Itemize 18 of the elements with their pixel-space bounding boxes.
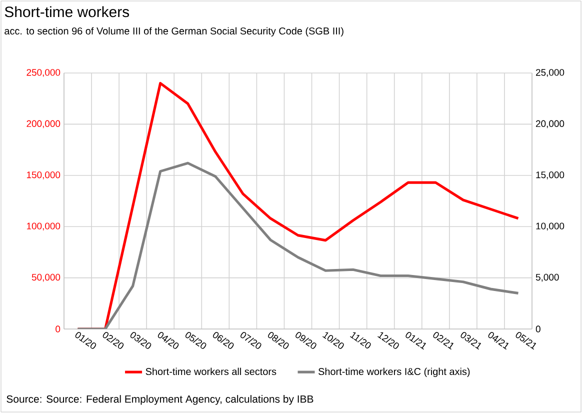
- y2-tick-label: 20,000: [536, 120, 564, 128]
- line-series: [76, 162, 520, 329]
- y2-tick-label: 25,000: [536, 69, 564, 77]
- y2-tick-label: 10,000: [536, 222, 564, 231]
- y-tick-label: 150,000: [26, 171, 60, 180]
- y2-tick-label: 0: [536, 326, 540, 332]
- legend-label: Short-time workers all sectors: [146, 368, 276, 376]
- source-note: Source: Source: Federal Employment Agency, calculations by IBB: [6, 395, 314, 405]
- y-tick-label: 100,000: [26, 222, 60, 231]
- y2-tick-label: 15,000: [536, 171, 564, 180]
- y-tick-label: 250,000: [26, 69, 60, 77]
- chart-subtitle: acc. to section 96 of Volume III of the German Social Security Code (SGB III): [4, 27, 344, 36]
- legend-label: Short-time workers I&C (right axis): [318, 368, 470, 378]
- y-tick-label: 50,000: [32, 274, 60, 282]
- y-tick-label: 200,000: [26, 120, 60, 128]
- chart-title: Short-time workers: [4, 6, 130, 18]
- y2-tick-label: 5,000: [536, 274, 559, 282]
- y-tick-label: 0: [56, 326, 60, 332]
